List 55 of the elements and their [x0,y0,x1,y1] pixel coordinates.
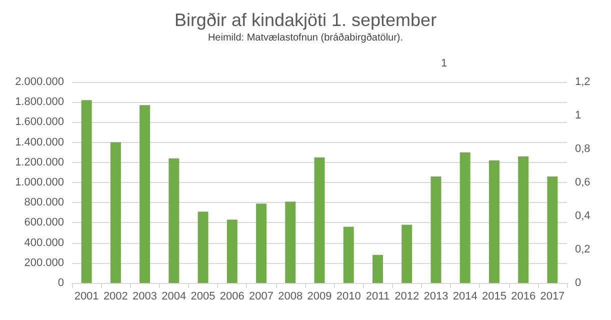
y-tick-label: 1.200.000 [15,156,64,168]
x-tick-label: 2011 [366,290,390,302]
x-tick-label: 2001 [74,290,99,302]
bar [285,202,296,283]
bar [430,176,442,283]
y2-tick-label: 1 [575,110,582,122]
y2-tick-label: 0,2 [575,244,590,256]
bar [256,204,267,283]
x-tick-label: 2003 [132,290,158,302]
y2-tick-label: 0,4 [575,210,590,222]
bar [81,100,92,283]
bar [198,212,208,283]
y2-tick-label: 1,2 [575,76,590,88]
bar [226,220,238,283]
x-tick-label: 2016 [511,290,536,302]
y-tick-label: 1.800.000 [15,96,64,108]
x-tick-label: 2005 [190,290,216,302]
bar [372,254,383,283]
x-tick-label: 2013 [424,290,448,302]
bar [343,226,354,283]
chart-title: Birgðir af kindakjöti 1. september [174,10,437,30]
y-tick-label: 800.000 [24,196,64,209]
y-tick-label: 200.000 [24,256,64,269]
x-tick-label: 2007 [249,290,274,302]
x-tick-label: 2010 [336,290,361,302]
x-tick-label: 2004 [162,290,186,302]
y2-tick-label: 0 [575,277,582,289]
bar [110,142,121,283]
y-tick-label: 1.000.000 [15,176,64,188]
bar [168,158,180,283]
x-tick-label: 2015 [482,290,506,302]
bar [314,157,325,283]
y-tick-label: 400.000 [24,236,64,249]
bar [518,156,529,283]
y2-tick-label: 0,8 [575,143,590,155]
x-tick-label: 2008 [278,290,303,302]
x-tick-label: 2006 [220,290,244,302]
x-tick-label: 2012 [394,290,420,302]
x-tick-label: 2017 [540,290,565,302]
bar [402,224,412,283]
x-tick-label: 2014 [452,290,478,302]
text: 1 [441,58,448,70]
bar [460,152,470,283]
chart-subtitle: Heimild: Matvælastofnun (bráðabirgðatölur). [208,32,404,44]
y-tick-label: 1.600.000 [15,116,64,128]
bar [488,160,500,283]
y2-tick-label: 0,6 [575,176,590,188]
bar [547,176,558,283]
x-tick-label: 2009 [307,290,332,302]
bar [140,105,150,283]
y-tick-label: 2.000.000 [15,76,64,88]
y-tick-label: 0 [58,277,64,289]
y-tick-label: 600.000 [24,216,64,229]
y-tick-label: 1.400.000 [15,136,64,148]
x-tick-label: 2002 [103,290,128,302]
